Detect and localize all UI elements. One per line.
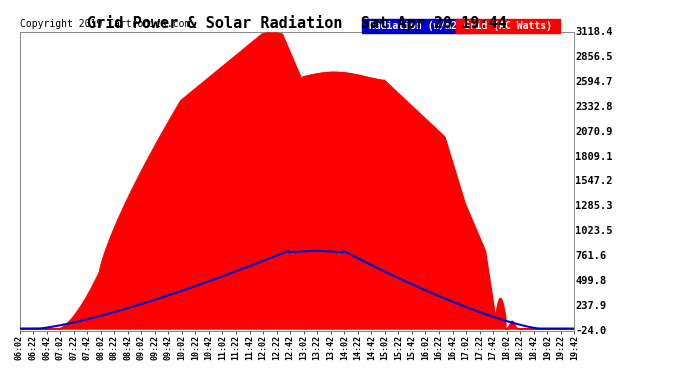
Text: 2070.9: 2070.9 xyxy=(575,127,613,137)
Text: 1023.5: 1023.5 xyxy=(575,226,613,236)
Text: Radiation (w/m2): Radiation (w/m2) xyxy=(364,21,469,31)
Text: 2332.8: 2332.8 xyxy=(575,102,613,112)
Text: 3118.4: 3118.4 xyxy=(575,27,613,37)
Title: Grid Power & Solar Radiation  Sat Apr 20 19:44: Grid Power & Solar Radiation Sat Apr 20 … xyxy=(87,15,506,31)
Text: 499.8: 499.8 xyxy=(575,276,607,286)
Text: 1547.2: 1547.2 xyxy=(575,177,613,186)
Text: -24.0: -24.0 xyxy=(575,326,607,336)
Text: 2856.5: 2856.5 xyxy=(575,52,613,62)
Text: 761.6: 761.6 xyxy=(575,251,607,261)
Text: 1809.1: 1809.1 xyxy=(575,152,613,162)
Text: 1285.3: 1285.3 xyxy=(575,201,613,211)
Text: 237.9: 237.9 xyxy=(575,301,607,311)
Text: 2594.7: 2594.7 xyxy=(575,77,613,87)
Text: Copyright 2019 Cartronics.com: Copyright 2019 Cartronics.com xyxy=(19,19,190,29)
Text: Grid (AC Watts): Grid (AC Watts) xyxy=(458,21,558,31)
